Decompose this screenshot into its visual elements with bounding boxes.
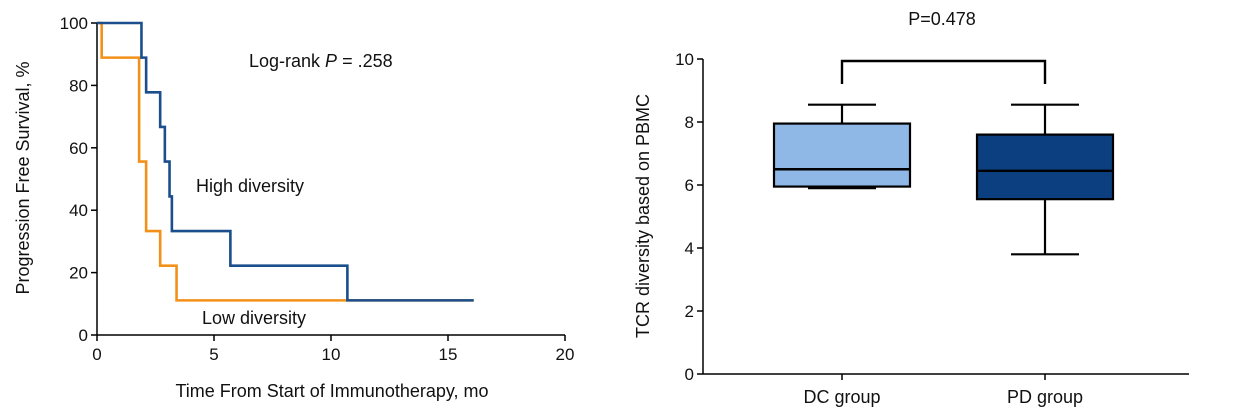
box-y-tick-label: 6 xyxy=(685,176,694,195)
box-significance-label: P=0.478 xyxy=(908,9,976,29)
km-axes: 0 20 40 60 80 100 0 5 10 15 20 xyxy=(60,14,575,364)
box-x-tick-label-pd-group: PD group xyxy=(1007,387,1083,407)
km-y-tick-label: 40 xyxy=(69,201,88,220)
km-series-high-diversity xyxy=(97,21,474,302)
km-logrank-annotation: Log-rank P = .258 xyxy=(249,51,393,71)
km-y-tick-label: 80 xyxy=(69,76,88,95)
box-marks xyxy=(772,59,1115,256)
box-y-tick-label: 4 xyxy=(685,239,694,258)
box-y-axis-label: TCR diversity based on PBMC xyxy=(633,94,653,338)
box-y-tick-label: 2 xyxy=(685,302,694,321)
km-chart: 0 20 40 60 80 100 0 5 10 15 20 Log-rank P = .258 H… xyxy=(13,14,574,401)
km-x-tick-label: 5 xyxy=(209,345,218,364)
km-label-low-diversity: Low diversity xyxy=(202,308,306,328)
km-y-axis-label: Progression Free Survival, % xyxy=(13,61,33,294)
km-y-tick-label: 60 xyxy=(69,139,88,158)
box-axes: 0 2 4 6 8 10 DC group PD group xyxy=(675,50,1189,407)
km-series-lines xyxy=(97,21,474,302)
km-y-tick-label: 20 xyxy=(69,264,88,283)
box-dc-group xyxy=(772,122,912,188)
km-series-low-diversity xyxy=(97,21,474,302)
km-x-tick-label: 20 xyxy=(556,345,575,364)
box-y-tick-label: 8 xyxy=(685,113,694,132)
km-x-tick-label: 0 xyxy=(92,345,101,364)
box-x-tick-label-dc-group: DC group xyxy=(803,387,880,407)
km-label-high-diversity: High diversity xyxy=(196,176,304,196)
box-y-tick-label: 10 xyxy=(675,50,694,69)
box-y-tick-label: 0 xyxy=(685,365,694,384)
km-x-tick-label: 15 xyxy=(439,345,458,364)
km-x-axis-label: Time From Start of Immunotherapy, mo xyxy=(175,381,488,401)
km-x-tick-label: 10 xyxy=(322,345,341,364)
km-y-tick-label: 100 xyxy=(60,14,88,33)
significance-bracket xyxy=(840,59,1047,84)
box-pd-group xyxy=(975,133,1115,201)
km-y-tick-label: 0 xyxy=(79,326,88,345)
box-chart: 0 2 4 6 8 10 DC group PD group P=0.478 TCR dive… xyxy=(633,9,1189,407)
